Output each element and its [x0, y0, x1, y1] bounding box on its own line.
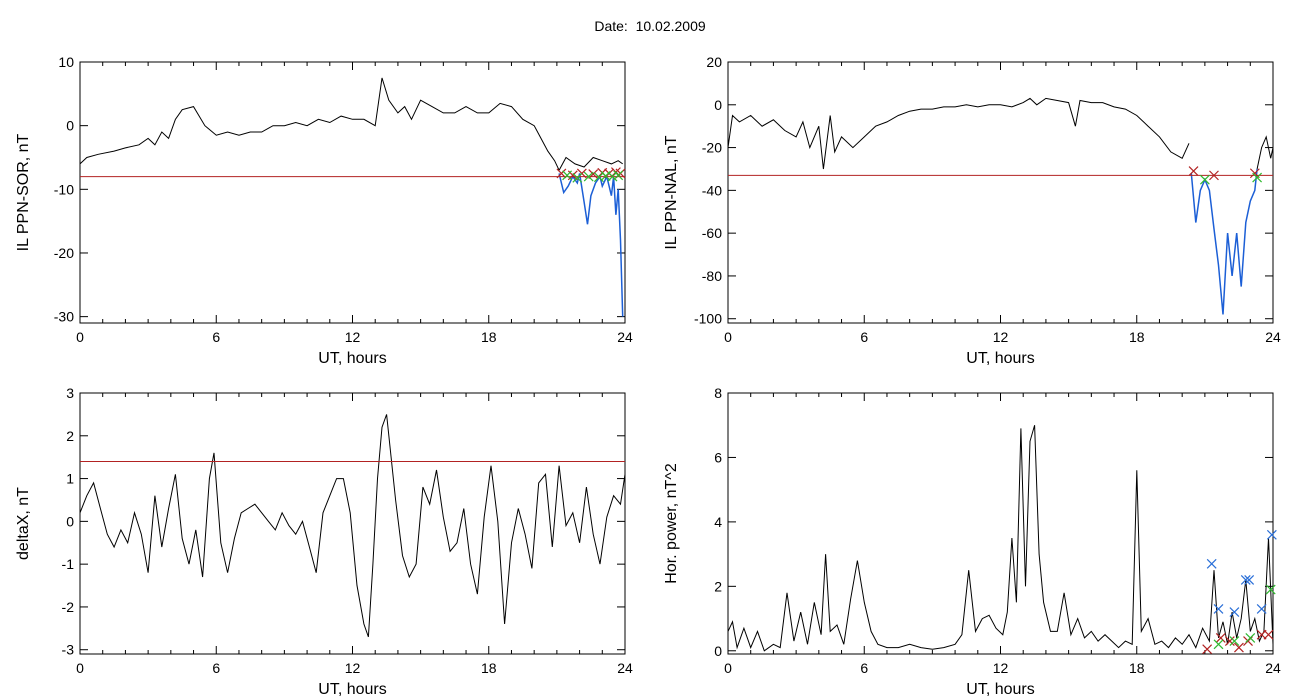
- marker-blue: [1229, 607, 1240, 618]
- series-line-main: [727, 97, 1190, 170]
- y-axis-label: deltaX, nT: [15, 487, 32, 560]
- marker-green: [1229, 636, 1240, 647]
- x-tick-label: 12: [345, 329, 361, 345]
- x-tick-label: 12: [993, 329, 1009, 345]
- marker-green: [1252, 172, 1263, 183]
- y-axis-label: IL PPN-SOR, nT: [15, 133, 32, 251]
- marker-red: [588, 169, 599, 179]
- y-tick-label: 1: [66, 471, 74, 487]
- plot-frame: [727, 392, 1274, 655]
- x-tick-label: 0: [76, 329, 84, 345]
- y-axis-label: Hor. power, nT^2: [663, 463, 680, 584]
- y-tick-label: 2: [66, 428, 74, 444]
- x-tick-label: 0: [76, 660, 84, 676]
- marker-blue: [1213, 603, 1224, 614]
- marker-blue: [1240, 574, 1251, 585]
- x-tick-label: 0: [724, 329, 732, 345]
- x-tick-label: 6: [212, 660, 220, 676]
- marker-green: [1265, 584, 1276, 595]
- x-tick-label: 12: [345, 660, 361, 676]
- series-line-highlight-tail: [558, 156, 623, 171]
- y-tick-label: -20: [702, 140, 722, 156]
- y-tick-label: 20: [706, 54, 722, 70]
- x-tick-label: 18: [481, 329, 497, 345]
- marker-blue: [1206, 558, 1217, 569]
- y-tick-label: 0: [66, 513, 74, 529]
- plot-frame: [79, 61, 626, 324]
- x-axis-label: UT, hours: [966, 681, 1034, 698]
- y-axis-label: IL PPN-NAL, nT: [663, 135, 680, 249]
- y-tick-label: 8: [714, 385, 722, 401]
- x-tick-label: 24: [1265, 660, 1281, 676]
- y-tick-label: -2: [62, 599, 75, 615]
- series-line-tail: [1256, 135, 1274, 170]
- marker-green: [583, 171, 594, 182]
- marker-green: [607, 171, 618, 182]
- y-tick-label: -3: [62, 642, 75, 658]
- y-tick-label: 2: [714, 578, 722, 594]
- marker-red: [1263, 629, 1274, 640]
- y-tick-label: -1: [62, 556, 75, 572]
- marker-blue: [1266, 529, 1277, 540]
- marker-green: [572, 172, 583, 183]
- x-tick-label: 24: [617, 660, 633, 676]
- series-line-main: [79, 414, 626, 638]
- marker-red: [1202, 644, 1213, 655]
- date-label: Date:: [594, 18, 628, 34]
- marker-blue: [1244, 574, 1255, 585]
- y-tick-label: -40: [702, 182, 722, 198]
- plot-frame: [727, 61, 1274, 324]
- plot-frame: [79, 392, 626, 655]
- x-tick-label: 12: [993, 660, 1009, 676]
- marker-green: [1245, 632, 1256, 643]
- y-tick-label: -30: [54, 309, 74, 325]
- y-tick-label: -60: [702, 225, 722, 241]
- marker-red: [1224, 636, 1235, 647]
- y-tick-label: 6: [714, 449, 722, 465]
- date-value: 10.02.2009: [635, 18, 706, 34]
- marker-red: [1234, 642, 1244, 653]
- marker-green: [1199, 174, 1210, 185]
- series-line-main: [79, 77, 560, 171]
- chart-panel-1: 0 6 12 18 24 -30 -20 -10 0 10 UT, hours IL PPN-SOR,…: [15, 54, 633, 367]
- y-tick-label: 3: [66, 385, 74, 401]
- marker-red: [1209, 170, 1219, 181]
- y-tick-label: 4: [714, 514, 722, 530]
- marker-green: [562, 170, 573, 181]
- x-tick-label: 18: [1129, 329, 1145, 345]
- x-tick-label: 0: [724, 660, 732, 676]
- x-tick-label: 24: [1265, 329, 1281, 345]
- x-axis-label: UT, hours: [318, 681, 386, 698]
- y-tick-label: -80: [702, 268, 722, 284]
- x-tick-label: 6: [860, 660, 868, 676]
- y-tick-label: -10: [54, 181, 74, 197]
- y-tick-label: -20: [54, 245, 74, 261]
- y-tick-label: 0: [66, 118, 74, 134]
- x-tick-label: 24: [617, 329, 633, 345]
- y-tick-label: 0: [714, 97, 722, 113]
- x-axis-label: UT, hours: [966, 350, 1034, 367]
- marker-blue: [1256, 603, 1267, 614]
- marker-red: [1215, 632, 1226, 643]
- marker-green: [613, 170, 624, 181]
- y-tick-label: 10: [58, 54, 74, 70]
- x-axis-label: UT, hours: [318, 350, 386, 367]
- chart-panel-2: 0 6 12 18 24 -100 -80 -60 -40 -20 0 20 UT, hours IL P…: [663, 54, 1281, 367]
- series-line-highlight: [558, 173, 624, 317]
- y-tick-label: 0: [714, 643, 722, 659]
- x-tick-label: 6: [212, 329, 220, 345]
- x-tick-label: 18: [481, 660, 497, 676]
- marker-green: [1213, 639, 1224, 650]
- x-tick-label: 18: [1129, 660, 1145, 676]
- figure-title: Date: 10.02.2009: [0, 18, 1300, 34]
- series-line-main: [727, 425, 1274, 652]
- y-tick-label: -100: [694, 311, 722, 327]
- marker-red: [556, 168, 567, 179]
- marker-red: [1188, 166, 1199, 177]
- series-line-highlight: [1190, 168, 1258, 315]
- x-tick-label: 6: [860, 329, 868, 345]
